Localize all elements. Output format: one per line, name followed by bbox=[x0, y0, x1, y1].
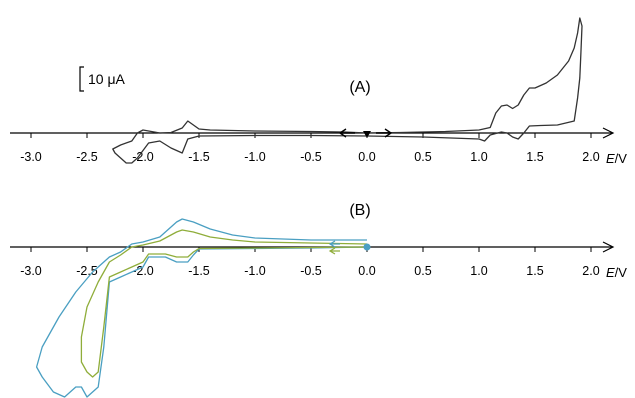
x-tick-label: -2.5 bbox=[76, 264, 98, 278]
panel-b: (B) -3.0 -2.5 -2.0 -1.5 -1.0 -0.5 0.0 0.5 1.0 1.5… bbox=[10, 202, 627, 398]
panel-b-curves bbox=[35, 218, 368, 398]
x-tick-label: -1.0 bbox=[244, 150, 266, 164]
panel-b-x-label: E/V bbox=[606, 265, 627, 280]
x-tick-label: -3.0 bbox=[20, 150, 42, 164]
panel-a-label: (A) bbox=[349, 79, 370, 96]
x-tick-label: -0.5 bbox=[300, 264, 322, 278]
panel-b-start-marker bbox=[363, 243, 371, 251]
scan-direction-arrow-b-green bbox=[328, 247, 340, 255]
x-tick-label: 1.0 bbox=[470, 150, 487, 164]
panel-b-scan-arrows bbox=[328, 240, 340, 255]
x-tick-label: -0.5 bbox=[300, 150, 322, 164]
x-tick-label: 1.5 bbox=[526, 264, 543, 278]
scan-direction-arrow-b-teal bbox=[328, 240, 340, 248]
cv-curve-series-2 bbox=[80, 229, 368, 378]
panel-a-start-marker bbox=[363, 131, 371, 138]
x-tick-label: 0.5 bbox=[414, 150, 431, 164]
panel-b-label: (B) bbox=[349, 202, 370, 219]
panel-a-x-label: E/V bbox=[606, 151, 627, 166]
x-tick-label: 0.0 bbox=[358, 264, 375, 278]
panel-a-curves bbox=[112, 17, 583, 164]
scale-bar-label: 10 μA bbox=[88, 71, 126, 87]
x-tick-label: -2.0 bbox=[132, 150, 154, 164]
panel-a-ticks: -3.0 -2.5 -2.0 -1.5 -1.0 -0.5 0.0 0.5 1.0 1.5 2.0 bbox=[20, 133, 600, 164]
panel-b-ticks: -3.0 -2.5 -2.0 -1.5 -1.0 -0.5 0.0 0.5 1.0 1.5 2.0 bbox=[20, 247, 600, 278]
scan-direction-arrow-negative bbox=[338, 128, 355, 138]
scan-direction-arrow-positive bbox=[376, 128, 393, 138]
panel-b-x-label-symbol: E bbox=[606, 265, 615, 280]
panel-a-axis-arrow bbox=[602, 127, 615, 139]
panel-a-x-label-unit: /V bbox=[615, 151, 628, 166]
panel-a-scan-arrows bbox=[338, 128, 393, 138]
x-tick-label: -3.0 bbox=[20, 264, 42, 278]
x-tick-label: 1.5 bbox=[526, 150, 543, 164]
cv-curve-series-1 bbox=[112, 17, 583, 164]
x-tick-label: -1.5 bbox=[188, 264, 210, 278]
x-tick-label: 2.0 bbox=[582, 150, 599, 164]
cv-curve-series-1 bbox=[35, 218, 368, 398]
panel-a: (A) -3.0 -2.5 -2.0 -1.5 -1.0 -0.5 0.0 0.5 1.0 1.5… bbox=[10, 17, 627, 166]
x-tick-label: 2.0 bbox=[582, 264, 599, 278]
x-tick-label: -2.5 bbox=[76, 150, 98, 164]
scale-bar: 10 μA bbox=[79, 66, 126, 92]
x-tick-label: -1.5 bbox=[188, 150, 210, 164]
x-tick-label: -1.0 bbox=[244, 264, 266, 278]
x-tick-label: 0.5 bbox=[414, 264, 431, 278]
panel-b-x-label-unit: /V bbox=[615, 265, 628, 280]
x-tick-label: 1.0 bbox=[470, 264, 487, 278]
panel-b-axis-arrow bbox=[602, 241, 615, 253]
x-tick-label: -2.0 bbox=[132, 264, 154, 278]
scale-bar-bracket bbox=[79, 66, 84, 92]
panel-b-x-axis: -3.0 -2.5 -2.0 -1.5 -1.0 -0.5 0.0 0.5 1.0 1.5 2.0 … bbox=[10, 241, 627, 280]
panel-a-x-axis: -3.0 -2.5 -2.0 -1.5 -1.0 -0.5 0.0 0.5 1.0 1.5 2.0 … bbox=[10, 127, 627, 166]
panel-a-x-label-symbol: E bbox=[606, 151, 615, 166]
x-tick-label: 0.0 bbox=[358, 150, 375, 164]
